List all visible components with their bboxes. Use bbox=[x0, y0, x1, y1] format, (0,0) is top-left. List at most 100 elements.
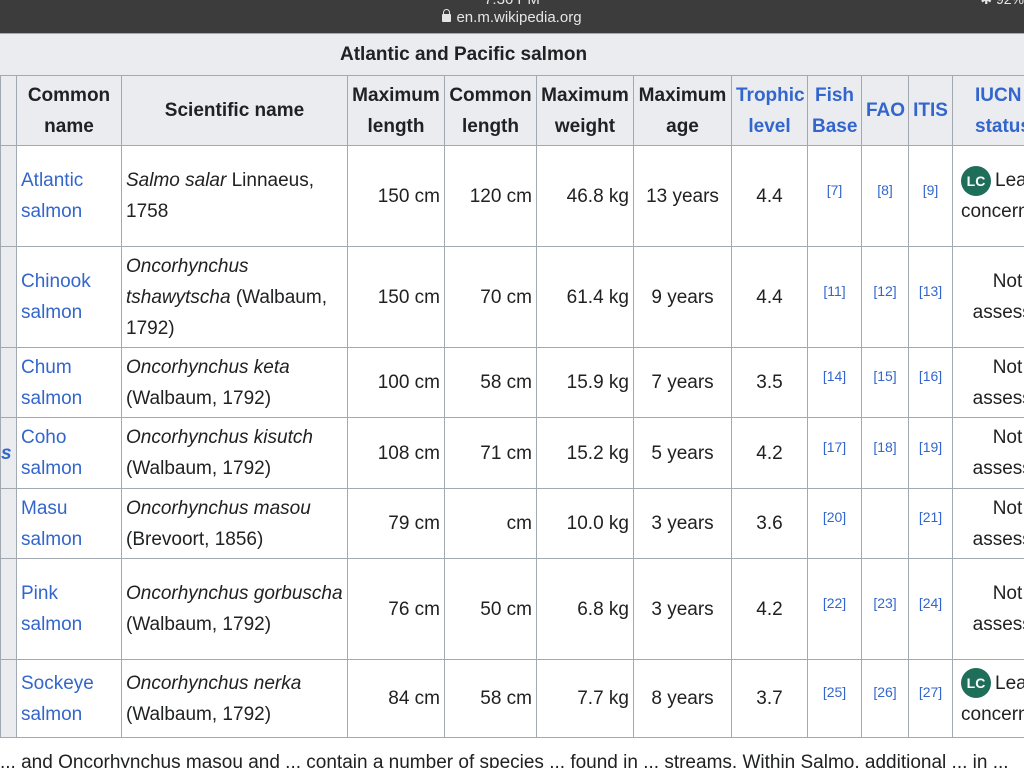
fishbase-ref-cell[interactable]: [7] bbox=[807, 145, 862, 247]
common-name-link[interactable]: salmon bbox=[21, 387, 83, 409]
itis-ref-cell[interactable]: [27] bbox=[908, 659, 953, 738]
fao-ref-cell[interactable]: [18] bbox=[861, 417, 909, 489]
fishbase-ref-cell[interactable]: [25] bbox=[807, 659, 862, 738]
max-weight-cell: 6.8 kg bbox=[536, 558, 634, 660]
fishbase-ref-link[interactable]: [25] bbox=[822, 684, 847, 700]
fao-ref-cell[interactable] bbox=[861, 488, 909, 559]
itis-ref-link[interactable]: [9] bbox=[922, 181, 939, 198]
fishbase-ref-link[interactable]: [22] bbox=[822, 594, 847, 611]
itis-ref-link[interactable]: [21] bbox=[918, 509, 943, 525]
itis-ref-cell[interactable]: [16] bbox=[908, 347, 953, 418]
fao-ref-link[interactable]: [15] bbox=[873, 368, 897, 384]
common-name-cell[interactable]: Pink salmon bbox=[16, 558, 122, 660]
iucn-status-line1[interactable]: Not bbox=[992, 497, 1023, 519]
itis-ref-cell[interactable]: [21] bbox=[908, 488, 953, 559]
iucn-status-line2[interactable]: concern bbox=[961, 703, 1024, 725]
least-concern-icon[interactable]: LC bbox=[961, 668, 991, 699]
fishbase-ref-link[interactable]: [11] bbox=[823, 282, 846, 299]
iucn-status-line2[interactable]: assesse bbox=[972, 528, 1024, 550]
trophic-level-cell: 3.6 bbox=[731, 488, 808, 559]
iucn-status-line1[interactable]: Not bbox=[992, 271, 1023, 292]
fishbase-ref-link[interactable]: [17] bbox=[822, 438, 847, 455]
iucn-status-line2[interactable]: concern bbox=[961, 201, 1024, 222]
iucn-status-line2[interactable]: assesse bbox=[972, 302, 1024, 323]
iucn-status-cell[interactable]: Not assesse bbox=[952, 246, 1024, 348]
common-name-link[interactable]: Pink bbox=[21, 583, 58, 604]
itis-ref-cell[interactable]: [19] bbox=[908, 417, 953, 489]
scientific-name-author: (Walbaum, 1792) bbox=[126, 458, 272, 479]
fao-ref-link[interactable]: [18] bbox=[873, 438, 897, 455]
itis-ref-cell[interactable]: [13] bbox=[908, 246, 953, 348]
itis-ref-link[interactable]: [13] bbox=[918, 282, 943, 299]
fao-ref-cell[interactable]: [12] bbox=[861, 246, 909, 348]
itis-ref-link[interactable]: [27] bbox=[918, 684, 943, 700]
fao-ref-cell[interactable]: [8] bbox=[861, 145, 909, 247]
itis-ref-cell[interactable]: [24] bbox=[908, 558, 953, 660]
iucn-status-cell[interactable]: Not assesse bbox=[952, 488, 1024, 559]
address-url[interactable]: en.m.wikipedia.org bbox=[456, 9, 582, 26]
common-name-link[interactable]: Sockeye bbox=[21, 672, 94, 694]
fishbase-ref-link[interactable]: [20] bbox=[822, 509, 847, 525]
iucn-status-line1[interactable]: Not bbox=[992, 427, 1023, 448]
common-name-link[interactable]: salmon bbox=[21, 614, 83, 635]
least-concern-icon[interactable]: LC bbox=[961, 165, 991, 196]
common-name-cell[interactable]: Chum salmon bbox=[16, 347, 122, 418]
scientific-name-italic: Oncorhynchus kisutch bbox=[126, 427, 313, 448]
common-name-link[interactable]: Coho bbox=[21, 427, 67, 448]
fishbase-ref-cell[interactable]: [11] bbox=[807, 246, 862, 348]
iucn-status-line1[interactable]: Lea bbox=[995, 672, 1024, 694]
itis-ref-cell[interactable]: [9] bbox=[908, 145, 953, 247]
scientific-name-italic: Oncorhynchus masou bbox=[126, 497, 311, 519]
iucn-status-line1[interactable]: Not bbox=[992, 356, 1023, 378]
fishbase-ref-link[interactable]: [14] bbox=[822, 368, 847, 384]
iucn-status-line2[interactable]: assesse bbox=[972, 387, 1024, 409]
iucn-status-cell[interactable]: LC Lea concern bbox=[952, 659, 1024, 738]
header-itis[interactable]: ITIS bbox=[908, 75, 953, 146]
itis-ref-link[interactable]: [24] bbox=[918, 594, 943, 611]
itis-ref-link[interactable]: [16] bbox=[918, 368, 943, 384]
common-name-link[interactable]: Chum bbox=[21, 356, 72, 378]
iucn-status-cell[interactable]: LC Lea concern bbox=[952, 145, 1024, 247]
header-fishbase[interactable]: Fish Base bbox=[807, 75, 862, 146]
common-name-cell[interactable]: Masu salmon bbox=[16, 488, 122, 559]
header-fao[interactable]: FAO bbox=[861, 75, 909, 146]
iucn-status-line1[interactable]: Lea bbox=[995, 170, 1024, 191]
header-trophic-level[interactable]: Trophic level bbox=[731, 75, 808, 146]
common-name-link[interactable]: Chinook bbox=[21, 271, 91, 292]
fishbase-ref-cell[interactable]: [14] bbox=[807, 347, 862, 418]
common-name-cell[interactable]: Chinook salmon bbox=[16, 246, 122, 348]
fao-ref-link[interactable]: [8] bbox=[877, 181, 893, 198]
fishbase-ref-cell[interactable]: [22] bbox=[807, 558, 862, 660]
fao-ref-link[interactable]: [26] bbox=[873, 684, 897, 700]
common-name-link[interactable]: Masu bbox=[21, 497, 68, 519]
scientific-name-author: (Walbaum, 1792) bbox=[126, 286, 327, 339]
iucn-status-line2[interactable]: assesse bbox=[972, 614, 1024, 635]
iucn-status-cell[interactable]: Not assesse bbox=[952, 558, 1024, 660]
edge-label[interactable]: s bbox=[1, 442, 12, 464]
common-name-link[interactable]: salmon bbox=[21, 302, 83, 323]
table-caption: Atlantic and Pacific salmon bbox=[0, 33, 1024, 75]
iucn-status-line1[interactable]: Not bbox=[992, 583, 1023, 604]
iucn-status-cell[interactable]: Not assesse bbox=[952, 347, 1024, 418]
fao-ref-link[interactable]: [12] bbox=[873, 282, 897, 299]
fao-ref-cell[interactable]: [26] bbox=[861, 659, 909, 738]
fao-ref-cell[interactable]: [15] bbox=[861, 347, 909, 418]
iucn-status-line2[interactable]: assesse bbox=[972, 458, 1024, 479]
fishbase-ref-cell[interactable]: [20] bbox=[807, 488, 862, 559]
common-name-cell[interactable]: Atlantic salmon bbox=[16, 145, 122, 247]
common-name-link[interactable]: salmon bbox=[21, 528, 83, 550]
common-name-link[interactable]: salmon bbox=[21, 703, 83, 725]
fao-ref-link[interactable]: [23] bbox=[873, 594, 897, 611]
common-name-cell[interactable]: Coho salmon bbox=[16, 417, 122, 489]
itis-ref-link[interactable]: [19] bbox=[918, 438, 943, 455]
header-iucn-status[interactable]: IUCNstatus bbox=[952, 75, 1024, 146]
address-bar[interactable]: en.m.wikipedia.org bbox=[0, 9, 1024, 26]
common-name-link[interactable]: salmon bbox=[21, 201, 83, 222]
iucn-status-cell[interactable]: Not assesse bbox=[952, 417, 1024, 489]
common-name-link[interactable]: salmon bbox=[21, 458, 83, 479]
fishbase-ref-link[interactable]: [7] bbox=[826, 181, 843, 198]
common-name-cell[interactable]: Sockeye salmon bbox=[16, 659, 122, 738]
fao-ref-cell[interactable]: [23] bbox=[861, 558, 909, 660]
common-name-link[interactable]: Atlantic bbox=[21, 170, 84, 191]
fishbase-ref-cell[interactable]: [17] bbox=[807, 417, 862, 489]
